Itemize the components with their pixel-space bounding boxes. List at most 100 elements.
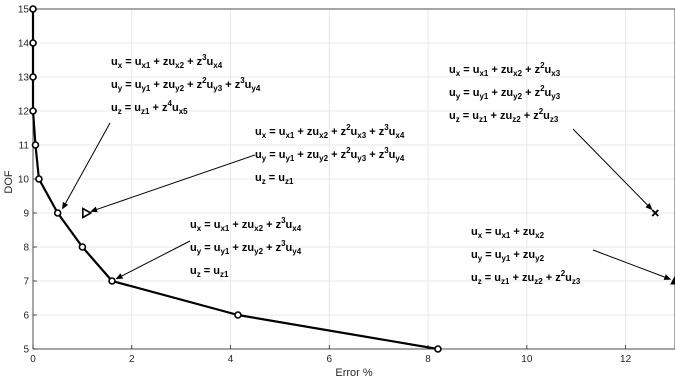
equation-segment: y4 [395, 154, 405, 163]
x-tick-label: 12 [620, 354, 632, 365]
equation-segment: = u [201, 242, 221, 254]
equation-line: ux = ux1 + zux2 + z2ux3 + z3ux4 [255, 123, 404, 149]
equation-segment: 2 [202, 76, 207, 85]
equation-segment: = u [266, 126, 286, 138]
x-axis-label: Error % [335, 367, 373, 379]
equation-segment: x3 [357, 131, 367, 140]
equation-line: uy = uy1 + zuy2 + z2uy3 + z3uy4 [255, 146, 405, 172]
equation-segment: = u [122, 79, 142, 91]
equation-segment: + zu [229, 242, 255, 254]
equation-segment: 2 [346, 146, 351, 155]
equation-segment: y [261, 154, 267, 163]
equation-segment: + zu [150, 79, 176, 91]
equation-segment: u [255, 172, 262, 184]
equation-segment: u [190, 242, 197, 254]
equation-segment: y3 [551, 92, 561, 101]
annotation-arrow-shaft [592, 249, 665, 278]
data-point [434, 345, 442, 353]
equation-line: uy = uy1 + zuy2 [471, 249, 580, 272]
equation-segment: = u [460, 64, 480, 76]
equation-segment: z1 [220, 270, 229, 279]
equation-segment: + z [328, 126, 347, 138]
equation-segment: u [206, 79, 214, 91]
equation-segment: y2 [319, 154, 329, 163]
equation-segment: x1 [501, 231, 511, 240]
equation-segment: u [388, 126, 396, 138]
y-tick-label: 13 [18, 73, 30, 84]
equation-segment: x1 [141, 61, 151, 70]
data-point [29, 73, 37, 81]
y-tick-label: 6 [23, 311, 29, 322]
annotation-arrow-head [62, 201, 69, 210]
equation-segment: y [477, 254, 483, 263]
equation-segment: = u [481, 272, 501, 284]
equation-segment: u [471, 226, 478, 238]
data-point [31, 141, 40, 149]
equation-segment: + z [184, 56, 203, 68]
equation-segment: = u [266, 149, 286, 161]
equation-segment: x2 [254, 224, 264, 233]
equation-segment: 2 [540, 84, 545, 93]
equation-segment: y3 [213, 84, 223, 93]
equation-segment: + z [366, 126, 385, 138]
equation-segment: x [477, 231, 483, 240]
equation-segment: y1 [479, 92, 489, 101]
data-point [108, 277, 116, 285]
equation-segment: x [455, 69, 461, 78]
equation-segment: x1 [220, 224, 230, 233]
equation-segment: 2 [346, 123, 351, 132]
equation-segment: z [477, 277, 482, 286]
equation-segment: u [285, 219, 293, 231]
equation-segment: = u [460, 87, 480, 99]
equation-segment: x3 [551, 69, 561, 78]
data-point [35, 175, 43, 183]
annotation-arrows [62, 122, 672, 280]
x-tick-label: 8 [425, 354, 431, 365]
y-axis-label: DOF [3, 170, 15, 194]
equation-segment: y1 [141, 84, 151, 93]
equation-segment: z [261, 177, 266, 186]
equation-segment: + z [222, 79, 241, 91]
equation-segment: x2 [513, 69, 523, 78]
equation-segment: = u [482, 249, 502, 261]
equation-segment: + z [328, 149, 347, 161]
equation-segment: y2 [535, 254, 545, 263]
equation-segment: y [117, 84, 123, 93]
equation-segment: u [206, 56, 214, 68]
x-tick-label: 2 [129, 354, 135, 365]
y-tick-label: 10 [18, 175, 30, 186]
equation-segment: u [543, 110, 550, 122]
equation-segment: z1 [501, 277, 510, 286]
y-tick-label: 14 [18, 39, 30, 50]
equation-line: uz = uz1 + zuz2 + z2uz3 [449, 108, 560, 133]
equation-segment: z1 [479, 115, 488, 124]
equation-segment: x2 [535, 231, 545, 240]
x-tick-label: 4 [228, 354, 234, 365]
equation-segment: x2 [175, 61, 185, 70]
equation-line: ux = ux1 + zux2 + z3ux4 [190, 217, 301, 242]
y-tick-label: 7 [23, 277, 29, 288]
equation-segment: u [471, 249, 478, 261]
y-tick-label: 12 [18, 107, 30, 118]
triangle-right-marker [82, 207, 93, 219]
equation-segment: x [196, 224, 202, 233]
y-tick-label: 15 [18, 5, 30, 16]
equation-segment: u [449, 87, 456, 99]
equation-line: uz = uz1 [255, 172, 404, 195]
y-tick-label: 9 [23, 209, 29, 220]
equation-segment: u [255, 149, 262, 161]
y-tick-label: 8 [23, 243, 29, 254]
triangle-up-marker [670, 275, 675, 285]
equation-segment: + z [520, 110, 539, 122]
y-tick-label: 5 [23, 345, 29, 356]
data-point [29, 107, 37, 115]
equation-segment: x5 [178, 107, 188, 116]
annotation-arrow-shaft [96, 154, 256, 210]
annotation-arrow-head [115, 273, 124, 280]
equation-annotation: ux = ux1 + zux2 + z3ux4 uy = uy1 + zuy2 +… [190, 217, 302, 288]
equation-segment: + zu [510, 249, 536, 261]
equation-segment: y2 [175, 84, 185, 93]
equation-segment: u [449, 64, 456, 76]
equation-segment: y1 [501, 254, 511, 263]
equation-segment: y4 [292, 247, 302, 256]
